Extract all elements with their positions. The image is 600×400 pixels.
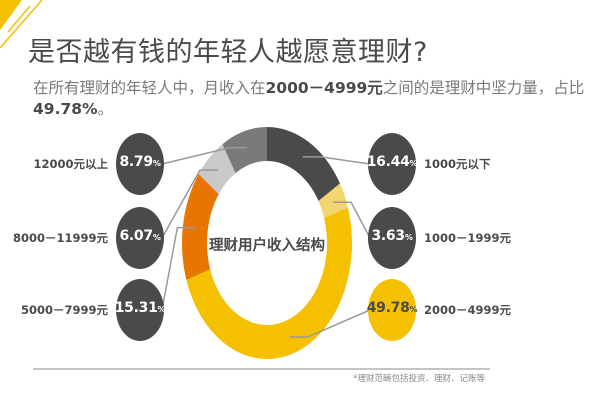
leader-line bbox=[333, 201, 371, 239]
category-label: 12000元以上 bbox=[33, 157, 108, 171]
value-bubble bbox=[116, 279, 164, 341]
corner-accent bbox=[0, 0, 22, 30]
leader-line bbox=[161, 169, 218, 239]
data-label-unit: % bbox=[152, 233, 161, 242]
category-label: 1000元以下 bbox=[424, 157, 491, 171]
donut-slice bbox=[318, 183, 348, 218]
leader-line bbox=[161, 226, 196, 311]
data-label: 8.79% bbox=[110, 154, 170, 170]
category-label: 1000－1999元 bbox=[424, 231, 512, 245]
value-bubble bbox=[368, 133, 416, 195]
subtitle: 在所有理财的年轻人中，月收入在2000－4999元之间的是理财中坚力量，占比 49… bbox=[33, 78, 593, 120]
donut-slice bbox=[186, 207, 352, 359]
data-label: 16.44% bbox=[362, 154, 422, 170]
subtitle-highlight-percent: 49.78% bbox=[33, 100, 98, 118]
value-bubble bbox=[368, 279, 416, 341]
subtitle-text: 。 bbox=[97, 100, 114, 118]
data-label: 6.07% bbox=[110, 228, 170, 244]
value-bubble bbox=[116, 133, 164, 195]
data-label: 49.78% bbox=[362, 300, 422, 316]
donut-center-title: 理财用户收入结构 bbox=[209, 238, 325, 254]
donut-slice bbox=[182, 173, 219, 280]
value-bubble bbox=[116, 207, 164, 269]
page-title: 是否越有钱的年轻人越愿意理财? bbox=[28, 37, 428, 68]
data-label-unit: % bbox=[157, 305, 166, 314]
corner-stripe bbox=[0, 0, 43, 49]
data-label-unit: % bbox=[409, 305, 418, 314]
data-label-value: 3.63 bbox=[371, 228, 405, 244]
footnote: *理财范畴包括投资、理财、记账等 bbox=[353, 374, 485, 384]
category-label: 8000－11999元 bbox=[12, 231, 108, 245]
leader-line bbox=[302, 156, 371, 165]
data-label: 15.31% bbox=[110, 300, 170, 316]
donut-slice bbox=[198, 144, 236, 195]
subtitle-text: 之间的是理财中坚力量，占比 bbox=[382, 79, 585, 97]
data-label-unit: % bbox=[152, 159, 161, 168]
data-label-unit: % bbox=[404, 233, 413, 242]
data-label-value: 16.44 bbox=[366, 154, 410, 170]
donut-slice bbox=[222, 127, 267, 174]
value-bubble bbox=[368, 207, 416, 269]
data-label-value: 8.79 bbox=[119, 154, 153, 170]
leader-line bbox=[161, 146, 248, 165]
data-label-unit: % bbox=[409, 159, 418, 168]
category-label: 5000－7999元 bbox=[20, 303, 108, 317]
data-label-value: 15.31 bbox=[114, 300, 158, 316]
corner-stripe bbox=[7, 5, 31, 33]
data-label-value: 6.07 bbox=[119, 228, 153, 244]
data-label: 3.63% bbox=[362, 228, 422, 244]
subtitle-text: 在所有理财的年轻人中，月收入在 bbox=[33, 79, 266, 97]
data-label-value: 49.78 bbox=[366, 300, 410, 316]
leader-line bbox=[289, 309, 371, 338]
category-label: 2000－4999元 bbox=[424, 303, 512, 317]
subtitle-highlight-range: 2000－4999元 bbox=[265, 79, 383, 97]
donut-slice bbox=[267, 127, 340, 201]
